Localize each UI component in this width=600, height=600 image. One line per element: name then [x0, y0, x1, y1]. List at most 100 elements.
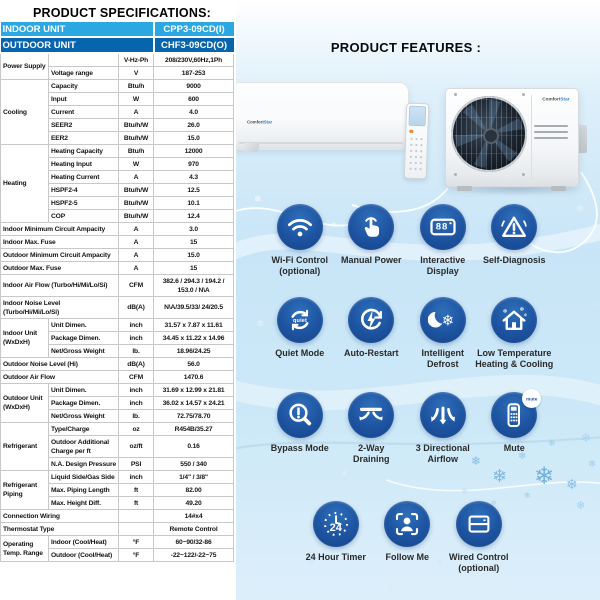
spec-row-label: Max. Piping Length [48, 483, 119, 497]
spec-row-unit: oz/ft [117, 435, 155, 458]
spec-row-value: 18.96/24.25 [153, 344, 235, 358]
spec-row-value: 15 [153, 261, 235, 275]
spec-row-unit: W [117, 157, 155, 171]
spec-row-label [48, 52, 119, 67]
feature-badge: 24 [329, 522, 342, 534]
spec-row-label: Max. Height Diff. [48, 496, 119, 510]
spec-row-value: 49.20 [153, 496, 235, 510]
feature-badge: mute [522, 389, 542, 408]
spec-row-unit: °F [117, 535, 155, 549]
display-icon: 88 [419, 204, 466, 250]
feature-item: Manual Power [336, 204, 408, 276]
spec-row: Power Supply V-Hz-Ph 208/230V,60Hz,1Ph [0, 52, 235, 80]
spec-row-unit: A [117, 248, 155, 262]
warning-triangle-icon [491, 204, 538, 250]
feature-label: 24 Hour Timer [305, 552, 366, 562]
spec-row-unit: lb. [117, 409, 155, 423]
comfortstar-logo: ComfortStar [542, 96, 570, 102]
spec-row-label: Type/Charge [48, 422, 119, 436]
spec-row: Indoor Max. Fuse A 15 [0, 235, 235, 249]
feature-label: Self-Diagnosis [482, 255, 546, 265]
svg-text:❄: ❄ [520, 306, 525, 313]
follow-me-icon [384, 501, 431, 547]
feature-item: Self-Diagnosis [479, 204, 551, 276]
spec-row: HSPF2-4 Btu/h/W 12.5 [1, 183, 235, 197]
spec-header-label: INDOOR UNIT [0, 22, 154, 38]
spec-section: PRODUCT SPECIFICATIONS: INDOOR UNIT CPP3-… [0, 0, 236, 600]
indoor-unit-image: ComfortStar [236, 82, 409, 152]
spec-row-unit: W [117, 92, 155, 106]
spec-row-value: N\A/39.5/33/ 24/20.5 [153, 296, 235, 319]
spec-row-value: 550 / 340 [153, 457, 235, 471]
spec-row-value: 26.0 [153, 118, 235, 132]
spec-header-label: OUTDOOR UNIT [0, 37, 154, 54]
spec-row: Connection Wiring 14#x4 [0, 509, 235, 523]
feature-item: 2-Way Draining [336, 392, 408, 464]
spec-row: Indoor Noise Level (Turbo/Hi/Mi/Lo/Si) dB… [0, 296, 235, 319]
swirl-decoration [236, 171, 600, 492]
spec-row-unit: A [117, 235, 155, 249]
spec-row-unit: PSI [117, 457, 155, 471]
svg-text:❄: ❄ [524, 312, 528, 318]
spec-group-label: Operating Temp. Range [0, 535, 49, 562]
spec-row: Thermostat Type Remote Control [0, 522, 235, 536]
spec-row-label: Input [48, 92, 119, 106]
remote-power-button [409, 129, 414, 133]
spec-row-unit: inch [117, 331, 155, 345]
page-title-specifications: PRODUCT SPECIFICATIONS: [33, 6, 211, 20]
spec-row-unit: dB(A) [117, 357, 155, 371]
spec-row: Current A 4.0 [1, 105, 235, 119]
spec-row-unit: A [117, 170, 155, 184]
spec-row: Operating Temp. Range Indoor (Cool/Heat) °… [0, 535, 235, 562]
spec-row-label: Indoor Minimum Circuit Ampacity [0, 222, 119, 236]
feature-item: ❄ ❄ ❄ Low Temperature Heating & Cooling [475, 297, 553, 369]
spec-row-label: N.A. Design Pressure [48, 457, 119, 471]
spec-row: Outdoor Unit (WxDxH) Unit Dimen. inch 31.69… [0, 383, 235, 423]
spec-row-value: 56.0 [153, 357, 235, 371]
spec-row-unit [117, 509, 155, 523]
spec-header-row: OUTDOOR UNIT CHF3-09CD(O) [0, 37, 234, 54]
spec-row: Outdoor (Cool/Heat) °F -22~122/-22~75 [1, 548, 235, 562]
spec-group-label: Refrigerant Piping [0, 470, 49, 510]
spec-row-label: Heating Input [48, 157, 119, 171]
remote-buttons [407, 135, 425, 175]
spec-row-unit: Btu/h/W [117, 118, 155, 132]
feature-label: 3 Directional Airflow [415, 443, 470, 464]
spec-row: Heating Heating Capacity Btu/h 12000 [0, 144, 235, 223]
spec-row-label: Indoor Noise Level (Turbo/Hi/Mi/Lo/Si) [0, 296, 119, 319]
outdoor-vents [534, 125, 568, 143]
spec-row: Heating Current A 4.3 [1, 170, 235, 184]
spec-row-unit: oz [117, 422, 155, 436]
spec-row-label: Outdoor (Cool/Heat) [48, 548, 119, 562]
spec-row-label: Outdoor Additional Charge per ft [48, 435, 119, 458]
spec-row-value: 0.16 [153, 435, 235, 458]
spec-group-label: Cooling [0, 79, 49, 145]
spec-row-value: 208/230V,60Hz,1Ph [153, 52, 235, 67]
feature-item: 3 Directional Airflow [407, 392, 479, 464]
spec-row-label: HSPF2-5 [48, 196, 119, 210]
svg-text:❄: ❄ [442, 312, 455, 330]
spec-row-label: Package Dimen. [48, 331, 119, 345]
spec-row-label: Outdoor Max. Fuse [0, 261, 119, 275]
spec-row-value: 60~90/32-86 [153, 535, 235, 549]
spec-row: EER2 Btu/h/W 15.0 [1, 131, 235, 145]
spec-row-label: Current [48, 105, 119, 119]
spec-row: Indoor Air Flow (Turbo/Hi/Mi/Lo/Si) CFM 38… [0, 274, 235, 297]
spec-row: Outdoor Air Flow CFM 1470.6 [0, 370, 235, 384]
spec-header-row: INDOOR UNIT CPP3-09CD(I) [0, 22, 234, 38]
feature-label: Manual Power [340, 255, 402, 265]
spec-row-label: Thermostat Type [0, 522, 119, 536]
spec-row-unit: ft [117, 496, 155, 510]
spec-row-unit: dB(A) [117, 296, 155, 319]
spec-row-label: Outdoor Minimum Circuit Ampacity [0, 248, 119, 262]
restart-bolt-icon [348, 297, 395, 343]
spec-header-value: CPP3-09CD(I) [152, 22, 234, 38]
clock-24-icon: 24 [312, 501, 359, 547]
indoor-unit-vane [243, 143, 259, 152]
spec-table-body: INDOOR UNIT CPP3-09CD(I) OUTDOOR UNIT CHF3-… [0, 22, 235, 562]
spec-group-label: Outdoor Unit (WxDxH) [0, 383, 49, 423]
feature-label: Wired Control (optional) [449, 552, 509, 573]
spec-row-unit: lb. [117, 344, 155, 358]
spec-row-value: 4.0 [153, 105, 235, 119]
three-arrows-icon [419, 392, 466, 438]
